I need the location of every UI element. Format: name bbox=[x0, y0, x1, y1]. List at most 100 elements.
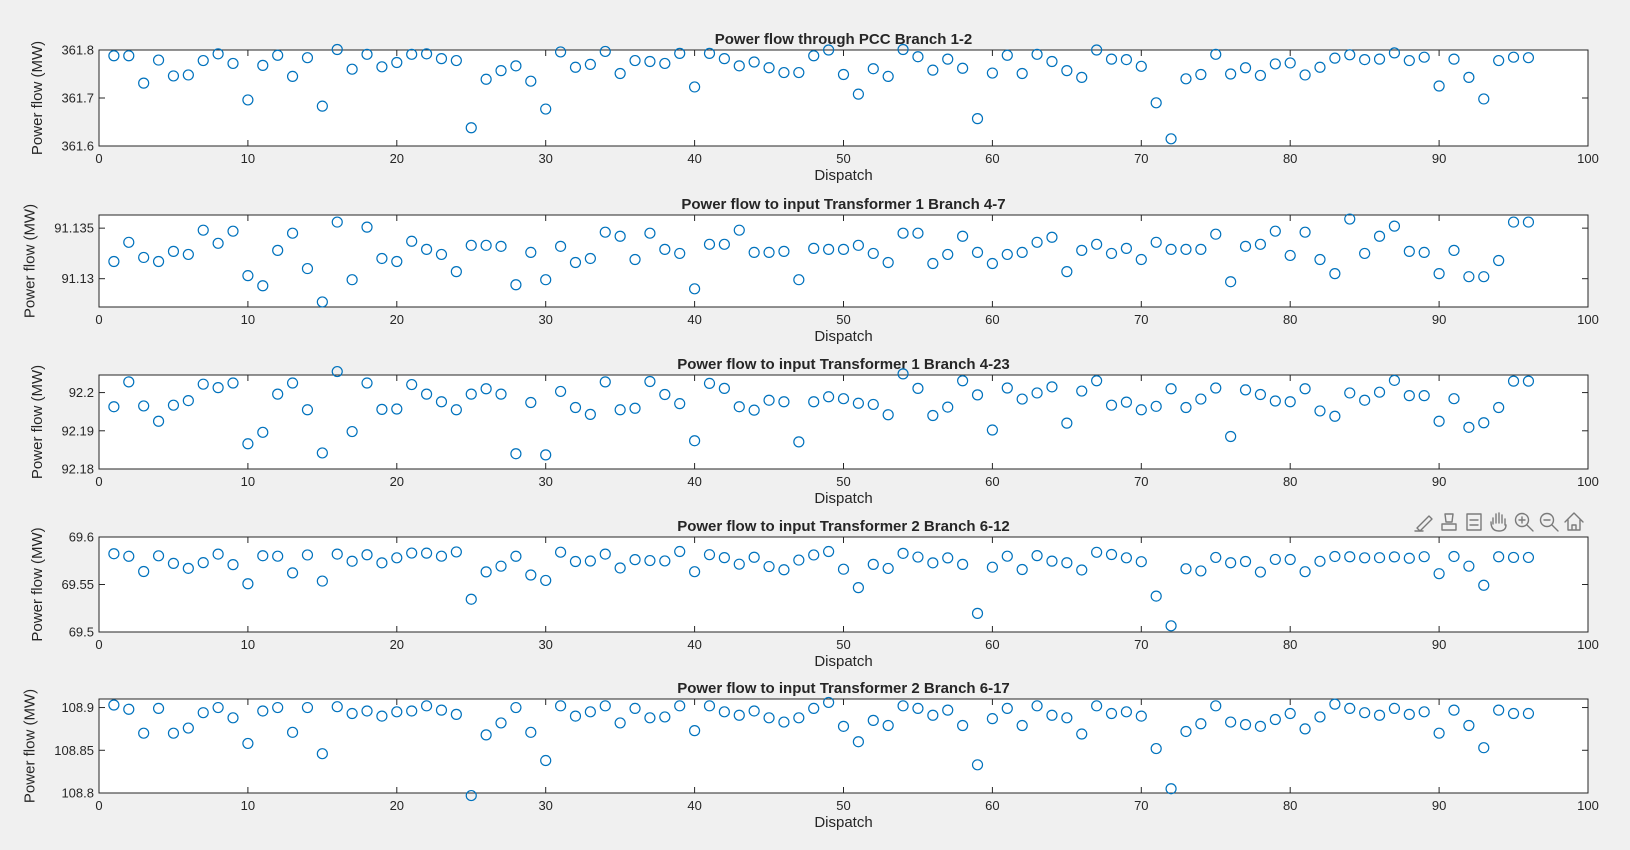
data-point bbox=[316, 748, 328, 760]
data-tips-icon[interactable] bbox=[1441, 513, 1457, 531]
data-point bbox=[346, 63, 358, 75]
data-point bbox=[1433, 727, 1445, 739]
data-point bbox=[1046, 231, 1058, 243]
data-point bbox=[495, 560, 507, 572]
data-point bbox=[391, 552, 403, 564]
data-point bbox=[346, 707, 358, 720]
x-tick-label: 40 bbox=[687, 151, 701, 166]
data-point bbox=[1433, 568, 1445, 580]
data-point bbox=[1269, 395, 1281, 407]
data-point bbox=[108, 401, 120, 413]
data-point bbox=[212, 237, 224, 249]
data-point bbox=[763, 560, 775, 573]
data-point bbox=[554, 385, 567, 398]
data-point bbox=[1463, 421, 1475, 433]
data-point bbox=[733, 709, 745, 721]
data-point bbox=[1299, 723, 1311, 735]
data-point bbox=[808, 396, 820, 408]
data-point bbox=[1463, 71, 1475, 83]
data-point bbox=[1448, 704, 1460, 716]
data-point bbox=[1418, 551, 1430, 563]
brush-icon[interactable] bbox=[1414, 515, 1433, 532]
axes-box[interactable] bbox=[98, 698, 1589, 794]
data-point bbox=[837, 563, 850, 575]
zoom-out-icon[interactable] bbox=[1539, 512, 1559, 532]
data-point bbox=[1061, 417, 1073, 429]
data-point bbox=[1091, 375, 1103, 387]
data-point bbox=[569, 710, 582, 722]
data-point bbox=[1210, 48, 1222, 60]
axes-box[interactable] bbox=[98, 536, 1589, 633]
data-point bbox=[1433, 268, 1445, 280]
data-point bbox=[703, 238, 716, 250]
data-point bbox=[1210, 551, 1222, 564]
data-point bbox=[674, 247, 686, 260]
pan-hand-icon[interactable] bbox=[1490, 512, 1507, 532]
data-point bbox=[286, 70, 299, 83]
data-point bbox=[346, 555, 358, 567]
data-point bbox=[286, 726, 299, 738]
data-point bbox=[852, 239, 864, 251]
data-point bbox=[272, 244, 284, 256]
subplot-3[interactable]: 0 10 20 30 40 50 60 70 80 90 100 92.18 92.19 92.2 Powe… bbox=[29, 356, 1599, 507]
data-point bbox=[152, 702, 165, 715]
data-point bbox=[808, 549, 820, 561]
data-point bbox=[1254, 69, 1267, 82]
data-point bbox=[138, 400, 150, 412]
data-point bbox=[867, 398, 879, 411]
data-point bbox=[1507, 551, 1520, 564]
data-point bbox=[942, 704, 954, 716]
data-point bbox=[1225, 68, 1237, 80]
subplot-4[interactable]: 0 10 20 30 40 50 60 70 80 90 100 69.5 69.55 69.6 Power… bbox=[29, 518, 1599, 670]
data-point bbox=[420, 48, 433, 60]
data-point bbox=[897, 227, 909, 239]
data-point bbox=[1314, 253, 1326, 266]
x-axis-label: Dispatch bbox=[814, 490, 872, 507]
axes-box[interactable] bbox=[98, 214, 1589, 308]
data-point bbox=[1091, 700, 1103, 712]
x-tick-label: 50 bbox=[836, 637, 850, 652]
data-point bbox=[361, 377, 373, 389]
data-point bbox=[1150, 742, 1162, 755]
data-point bbox=[1091, 238, 1103, 250]
x-tick-label: 10 bbox=[241, 151, 255, 166]
data-point bbox=[718, 552, 730, 564]
data-point bbox=[1359, 552, 1371, 564]
data-point bbox=[1180, 243, 1192, 255]
data-point bbox=[808, 50, 820, 62]
data-point bbox=[1388, 220, 1401, 232]
data-point bbox=[1388, 374, 1401, 386]
data-point bbox=[1105, 707, 1118, 720]
axes-box[interactable] bbox=[98, 374, 1589, 470]
data-point bbox=[540, 274, 552, 286]
data-point bbox=[763, 246, 775, 259]
subplot-5[interactable]: 0 10 20 30 40 50 60 70 80 90 100 108.8 108.85 108.9 Po… bbox=[22, 680, 1599, 831]
zoom-in-icon[interactable] bbox=[1514, 512, 1534, 532]
data-point bbox=[420, 547, 433, 559]
subplot-2[interactable]: 0 10 20 30 40 50 60 70 80 90 100 91.13 91.135 Power f… bbox=[22, 196, 1599, 345]
data-point bbox=[525, 569, 537, 581]
legend-icon[interactable] bbox=[1466, 513, 1482, 531]
x-tick-label: 0 bbox=[95, 474, 102, 489]
data-point bbox=[778, 396, 790, 408]
subplot-1[interactable]: 0 10 20 30 40 50 60 70 80 90 100 361.6 361.7 361.8 Pow… bbox=[29, 31, 1599, 184]
data-point bbox=[1076, 71, 1088, 83]
data-point bbox=[376, 557, 388, 569]
data-point bbox=[733, 60, 745, 72]
y-tick-label: 91.135 bbox=[54, 221, 94, 236]
data-point bbox=[1135, 60, 1147, 72]
data-point bbox=[882, 409, 894, 421]
data-point bbox=[1403, 552, 1415, 564]
data-point bbox=[1165, 783, 1177, 795]
axes-box[interactable] bbox=[98, 49, 1589, 147]
data-point bbox=[584, 555, 596, 567]
data-point bbox=[138, 727, 150, 739]
x-tick-label: 0 bbox=[95, 312, 102, 327]
home-icon[interactable] bbox=[1564, 512, 1584, 531]
data-point bbox=[1105, 247, 1118, 260]
x-tick-label: 30 bbox=[538, 312, 552, 327]
y-tick-label: 92.19 bbox=[61, 423, 94, 438]
data-point bbox=[316, 447, 328, 459]
data-point bbox=[435, 248, 448, 261]
